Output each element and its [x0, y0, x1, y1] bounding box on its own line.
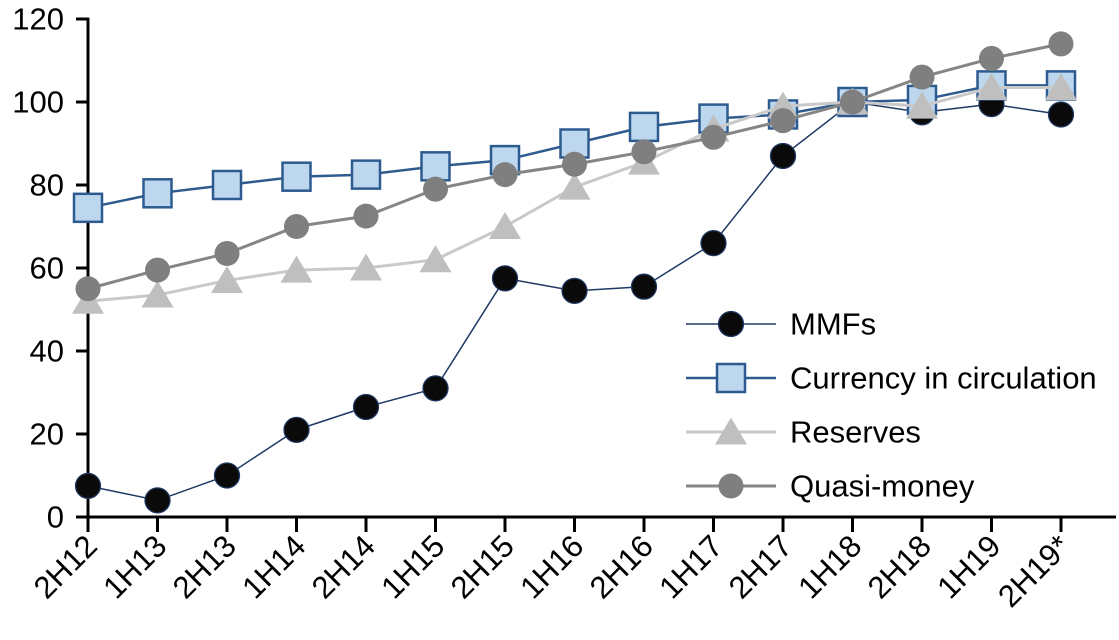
legend-item: Reserves	[686, 415, 921, 450]
data-point-marker	[353, 203, 379, 229]
x-tick-label: 1H17	[652, 528, 729, 605]
legend: MMFs Currency in circulation Reserves Quasi…	[686, 307, 1097, 504]
x-tick-label: 1H13	[96, 528, 173, 605]
data-point-marker	[350, 159, 382, 190]
y-tick-label: 20	[30, 417, 64, 452]
data-point-marker	[284, 214, 309, 239]
legend-item: MMFs	[686, 307, 876, 342]
x-tick-label: 2H12	[27, 528, 104, 605]
data-point-marker	[561, 277, 588, 304]
data-point-marker	[630, 273, 658, 300]
legend-label: MMFs	[790, 307, 876, 342]
y-tick-label: 0	[47, 500, 64, 535]
data-point-marker	[562, 151, 587, 177]
series-reserves	[72, 72, 1077, 314]
data-point-marker	[1048, 31, 1074, 57]
x-tick-label: 2H13	[166, 528, 243, 605]
data-point-marker	[715, 417, 747, 445]
legend-item: Currency in circulation	[686, 361, 1097, 396]
data-point-marker	[423, 176, 448, 202]
data-point-marker	[631, 139, 657, 165]
x-tick-label: 2H18	[861, 528, 938, 605]
data-point-marker	[717, 310, 745, 338]
x-tick-label: 2H19*	[991, 528, 1077, 614]
data-point-marker	[350, 253, 382, 281]
data-point-marker	[1045, 72, 1077, 100]
data-point-marker	[909, 64, 935, 90]
x-tick-label: 1H16	[513, 528, 590, 605]
data-point-marker	[718, 473, 744, 499]
data-point-marker	[211, 265, 243, 293]
data-point-marker	[280, 255, 313, 283]
legend-label: Currency in circulation	[790, 361, 1097, 396]
data-point-marker	[144, 487, 171, 514]
y-tick-label: 80	[30, 168, 64, 203]
data-point-marker	[558, 172, 591, 200]
data-point-marker	[628, 111, 660, 143]
data-point-marker	[700, 229, 727, 257]
data-point-marker	[975, 72, 1008, 100]
data-point-marker	[906, 91, 938, 119]
series-mmfs	[74, 88, 1075, 514]
y-axis: 0 20 40 60 80 100 120	[12, 2, 89, 535]
data-point-marker	[489, 212, 521, 239]
data-point-marker	[281, 161, 312, 192]
legend-label: Reserves	[790, 415, 921, 450]
data-point-marker	[491, 265, 519, 292]
legend-label: Quasi-money	[790, 469, 975, 504]
x-tick-label: 2H15	[444, 528, 521, 605]
data-point-marker	[283, 416, 310, 443]
data-point-marker	[419, 245, 452, 273]
data-point-marker	[979, 45, 1004, 71]
data-point-marker	[75, 276, 101, 302]
y-tick-label: 120	[12, 2, 64, 37]
data-point-marker	[492, 162, 518, 188]
x-tick-label: 2H17	[722, 528, 799, 605]
data-point-marker	[145, 257, 170, 283]
x-tick-label: 1H14	[235, 528, 312, 605]
data-point-marker	[422, 375, 449, 402]
x-tick-label: 1H18	[791, 528, 868, 605]
data-point-marker	[141, 280, 174, 308]
data-point-marker	[72, 192, 104, 224]
data-point-marker	[142, 178, 173, 209]
y-tick-label: 60	[30, 251, 64, 286]
data-point-marker	[352, 393, 380, 421]
data-point-marker	[701, 124, 726, 150]
data-point-marker	[715, 362, 747, 394]
y-tick-label: 40	[30, 334, 64, 369]
data-point-marker	[211, 169, 243, 201]
data-point-marker	[420, 151, 451, 182]
data-point-marker	[214, 240, 240, 266]
data-point-marker	[1047, 101, 1075, 128]
data-point-marker	[74, 472, 102, 499]
y-tick-label: 100	[12, 85, 64, 120]
x-tick-label: 2H14	[305, 528, 382, 605]
data-point-marker	[769, 142, 797, 170]
legend-item: Quasi-money	[686, 469, 975, 504]
data-point-marker	[213, 462, 241, 489]
x-tick-label: 2H16	[583, 528, 660, 605]
series-quasi-money	[75, 31, 1074, 302]
data-point-marker	[840, 89, 865, 115]
x-axis: 2H121H132H131H142H141H152H151H162H161H17…	[27, 517, 1077, 614]
data-point-marker	[770, 108, 796, 134]
x-tick-label: 1H15	[374, 528, 451, 605]
